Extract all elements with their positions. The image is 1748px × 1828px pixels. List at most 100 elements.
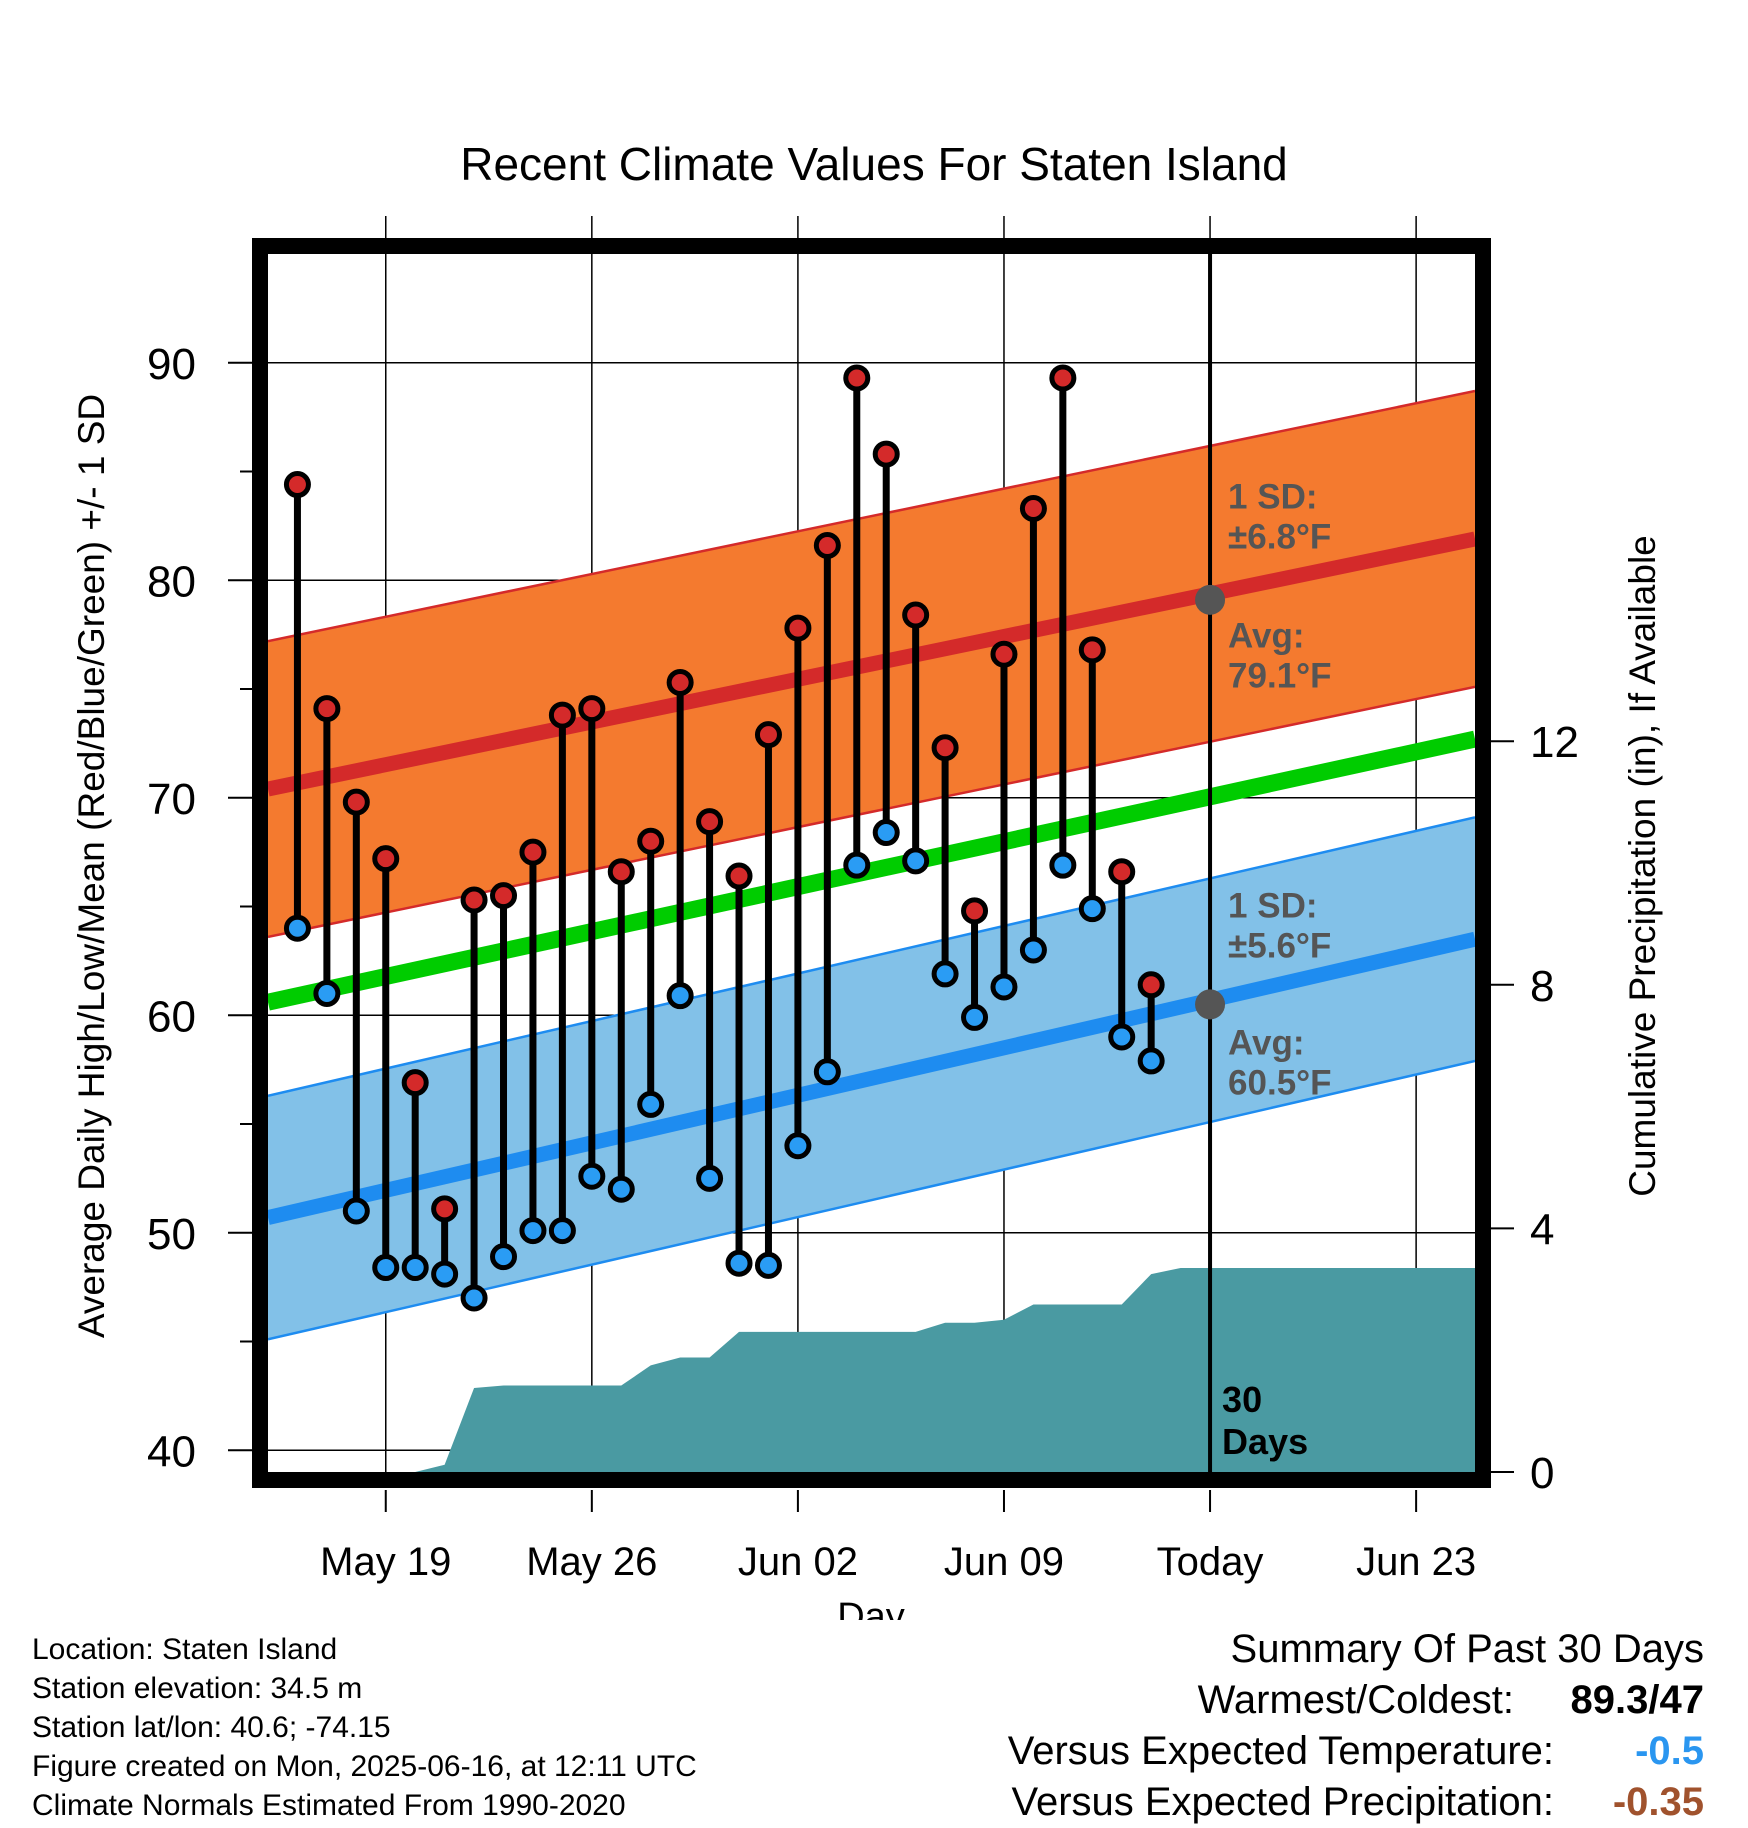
climate-chart: Recent Climate Values For Staten Island … xyxy=(71,138,1663,1620)
daily-low-point xyxy=(490,1243,518,1271)
low-sd-annotation-line: ±5.6°F xyxy=(1228,926,1331,965)
cumulative-precip-area xyxy=(268,1267,1475,1472)
daily-high-point xyxy=(843,364,871,392)
daily-high-point xyxy=(696,808,724,836)
daily-low-point xyxy=(872,819,900,847)
y2-tick-label: 0 xyxy=(1530,1449,1554,1498)
daily-high-point xyxy=(1078,636,1106,664)
daily-low-point xyxy=(1137,1047,1165,1075)
info-latlon: Station lat/lon: 40.6; -74.15 xyxy=(32,1711,391,1744)
daily-high-point xyxy=(490,882,518,910)
y-tick-label: 60 xyxy=(147,992,196,1041)
daily-low-point xyxy=(1019,936,1047,964)
daily-low-point xyxy=(431,1260,459,1288)
daily-high-point xyxy=(637,827,665,855)
daily-high-point xyxy=(1019,494,1047,522)
high-sd-annotation-line: ±6.8°F xyxy=(1228,517,1331,556)
warmest-coldest-value: 89.3/47 xyxy=(1554,1675,1704,1726)
daily-high-point xyxy=(342,788,370,816)
high-sd-annotation: 1 SD: ±6.8°F xyxy=(1228,477,1331,556)
daily-low-point xyxy=(784,1132,812,1160)
x-tick-label: May 26 xyxy=(526,1540,657,1584)
daily-high-point xyxy=(460,886,488,914)
high-avg-annotation: Avg: 79.1°F xyxy=(1228,617,1332,696)
y2-tick-label: 12 xyxy=(1530,718,1579,767)
daily-low-point xyxy=(696,1164,724,1192)
y-tick-label: 70 xyxy=(147,775,196,824)
high-sd-band-upper-edge xyxy=(268,389,1475,643)
daily-high-point xyxy=(519,838,547,866)
daily-low-point xyxy=(813,1058,841,1086)
low-sd-annotation-line: 1 SD: xyxy=(1228,886,1317,925)
station-info: Location: Staten Island Station elevatio… xyxy=(32,1630,697,1825)
daily-low-point xyxy=(961,1003,989,1031)
plot-area xyxy=(268,389,1475,1472)
daily-low-point xyxy=(1049,851,1077,879)
y2-axis-label: Cumulative Precipitation (in), If Availa… xyxy=(1622,535,1663,1197)
value-separator: / xyxy=(1648,1678,1660,1722)
y2-tick-label: 4 xyxy=(1530,1205,1554,1254)
daily-low-point xyxy=(372,1254,400,1282)
daily-low-point xyxy=(725,1249,753,1277)
normal-high-line xyxy=(268,531,1475,797)
daily-low-point xyxy=(990,973,1018,1001)
warmest-label: Warmest/Coldest: xyxy=(1197,1678,1514,1722)
daily-low-point xyxy=(283,914,311,942)
daily-high-point xyxy=(725,862,753,890)
summary-title: Summary Of Past 30 Days xyxy=(1230,1627,1704,1671)
normal-mean-line xyxy=(268,730,1475,1011)
info-location: Location: Staten Island xyxy=(32,1633,338,1666)
daily-low-point xyxy=(313,980,341,1007)
window-annotation-line: Days xyxy=(1222,1421,1308,1462)
warmest-value: 89.3 xyxy=(1570,1678,1649,1722)
daily-low-point xyxy=(931,960,959,988)
summary-panel: Summary Of Past 30 Days Warmest/Coldest:… xyxy=(1008,1624,1704,1828)
daily-high-point xyxy=(1137,971,1165,999)
daily-low-point xyxy=(578,1162,606,1190)
daily-low-point xyxy=(607,1175,635,1203)
y-axis-label: Average Daily High/Low/Mean (Red/Blue/Gr… xyxy=(71,394,112,1338)
x-tick-label: Jun 02 xyxy=(738,1540,858,1584)
info-elevation: Station elevation: 34.5 m xyxy=(32,1672,363,1705)
x-tick-label: Today xyxy=(1157,1540,1264,1584)
daily-high-point xyxy=(872,440,900,468)
daily-high-point xyxy=(666,668,694,696)
low-sd-annotation: 1 SD: ±5.6°F xyxy=(1228,886,1331,965)
daily-high-point xyxy=(813,531,841,559)
high-avg-annotation-line: 79.1°F xyxy=(1228,657,1332,696)
y-tick-label: 90 xyxy=(147,340,196,389)
daily-low-point xyxy=(342,1197,370,1225)
daily-low-point xyxy=(548,1217,576,1245)
low-avg-annotation: Avg: 60.5°F xyxy=(1228,1023,1332,1102)
precip-label: Versus Expected Precipitation: xyxy=(1011,1780,1554,1824)
high-sd-annotation-line: 1 SD: xyxy=(1228,477,1317,516)
daily-high-point xyxy=(401,1069,429,1097)
daily-high-point xyxy=(431,1195,459,1223)
coldest-value: 47 xyxy=(1659,1678,1705,1722)
summary-warmest-row: Warmest/Coldest: 89.3/47 xyxy=(1008,1675,1704,1726)
high-avg-annotation-line: Avg: xyxy=(1228,617,1304,656)
summary-temp-row: Versus Expected Temperature: -0.5 xyxy=(1008,1726,1704,1777)
axes: 40 50 60 70 80 90 0 4 8 12 May 19 May 26 Jun 02 Jun 0… xyxy=(147,238,1579,1584)
low-sd-band-upper-edge xyxy=(268,816,1475,1097)
y-tick-label: 50 xyxy=(147,1210,196,1259)
daily-high-point xyxy=(372,845,400,873)
info-normals: Climate Normals Estimated From 1990-2020 xyxy=(32,1789,626,1822)
daily-low-point xyxy=(754,1251,782,1279)
precip-value: -0.35 xyxy=(1612,1780,1704,1824)
daily-high-point xyxy=(607,858,635,886)
daily-low-point xyxy=(902,847,930,875)
x-tick-label: May 19 xyxy=(320,1540,451,1584)
summary-precip-row: Versus Expected Precipitation: -0.35 xyxy=(1008,1777,1704,1828)
y-tick-label: 80 xyxy=(147,557,196,606)
daily-high-point xyxy=(1049,364,1077,392)
daily-low-point xyxy=(401,1254,429,1282)
normal-low-line xyxy=(268,931,1475,1225)
window-annotation: 30 Days xyxy=(1222,1379,1308,1462)
daily-low-point xyxy=(1078,895,1106,923)
temp-label: Versus Expected Temperature: xyxy=(1007,1729,1554,1773)
daily-high-point xyxy=(1108,858,1136,886)
y2-tick-label: 8 xyxy=(1530,962,1554,1011)
low-avg-annotation-line: Avg: xyxy=(1228,1023,1304,1062)
